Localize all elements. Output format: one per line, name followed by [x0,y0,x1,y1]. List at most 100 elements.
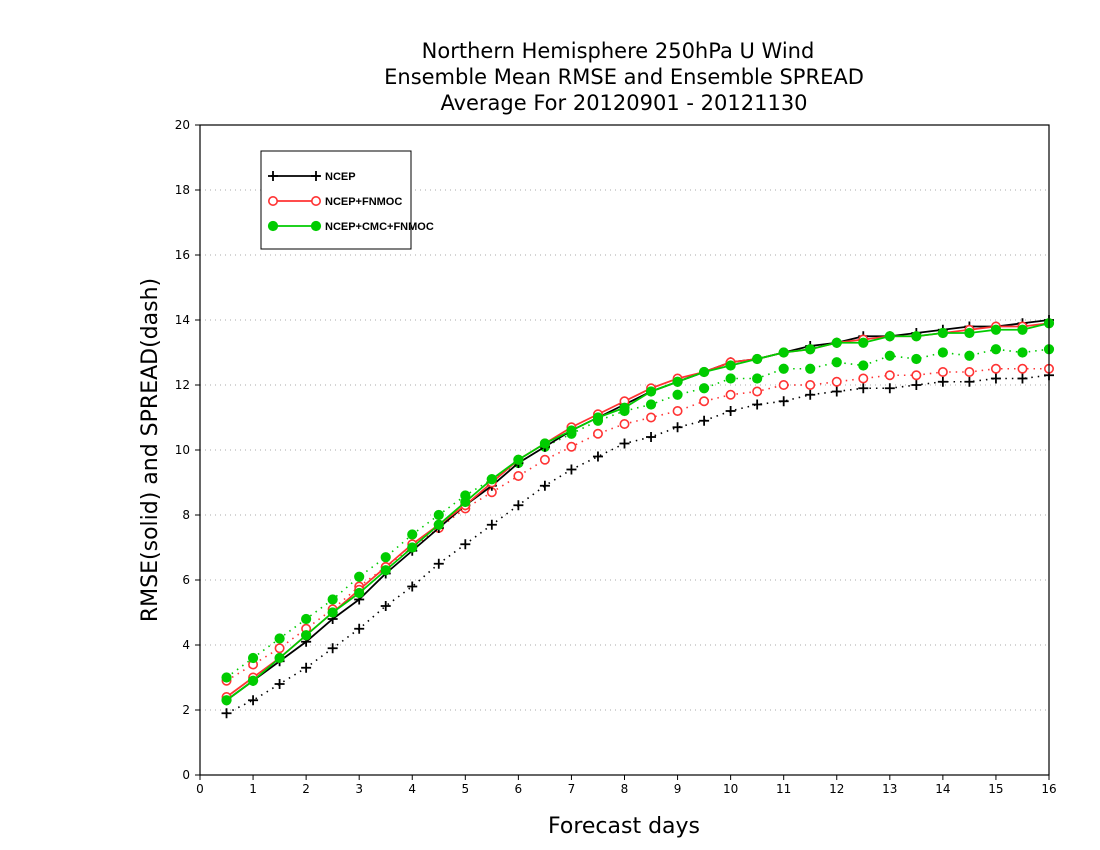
data-point [566,441,577,452]
data-point [221,695,232,706]
data-point [354,571,365,582]
data-point [990,324,1002,335]
data-point [1017,373,1028,384]
x-tick-label: 8 [621,782,629,796]
data-point [778,379,789,390]
series-line [226,348,1050,679]
x-axis-label: Forecast days [548,814,700,839]
series-line [226,367,1049,682]
data-point [911,380,922,390]
data-point [513,500,524,511]
data-point [619,418,630,429]
legend-label: NCEP [325,171,356,183]
data-point [301,630,312,641]
data-point [592,451,603,462]
data-point [805,344,816,355]
gridlines [200,189,1049,711]
y-tick-label: 20 [175,118,190,132]
data-point [911,331,922,342]
data-point [301,662,312,673]
data-point [805,389,816,400]
data-point [274,643,285,654]
x-tick-label: 12 [829,782,844,796]
data-point [354,587,365,599]
series-ncep-fnmoc-rmse [221,318,1055,702]
data-point [964,376,975,387]
data-point [831,376,842,387]
title-line-3: Average For 20120901 - 20121130 [440,91,807,115]
data-point [301,613,312,625]
data-point [699,396,710,407]
data-point [486,519,497,530]
data-point [884,370,895,381]
x-tick-label: 11 [776,782,791,796]
series-ncep-cmc-fnmoc-spread [221,344,1055,683]
data-point [248,695,259,706]
x-tick-label: 9 [674,782,682,796]
y-axis-ticks: 0 2 4 6 8 10 12 14 16 18 20 [175,118,200,782]
data-point [646,412,657,423]
chart-title: Northern Hemisphere 250hPa U Wind Ensemb… [384,39,864,115]
y-tick-label: 6 [182,573,190,587]
data-point [778,347,789,358]
x-tick-label: 0 [196,782,204,796]
data-point [672,405,683,416]
data-point [460,496,471,508]
data-point [354,623,365,634]
x-tick-label: 2 [302,782,310,796]
data-point [964,350,975,361]
data-point [247,652,259,664]
y-tick-label: 4 [182,638,190,652]
data-point [937,376,948,387]
data-point [380,552,391,563]
data-point [646,432,657,442]
data-point [884,331,895,342]
data-point [858,360,869,371]
x-tick-label: 1 [249,782,257,796]
data-point [486,474,497,485]
data-point [884,383,895,394]
data-point [937,347,948,358]
legend-label: NCEP+CMC+FNMOC [325,221,434,233]
data-point [592,428,603,439]
series-line [226,374,1050,714]
legend-marker [311,171,321,181]
y-tick-label: 10 [175,443,190,457]
data-point [380,601,391,611]
data-point [619,438,630,449]
y-axis-label: RMSE(solid) and SPREAD(dash) [138,278,163,622]
series-line [225,319,1050,701]
x-tick-label: 14 [935,782,950,796]
y-tick-label: 0 [182,768,190,782]
legend: NCEP NCEP+FNMOC NCEP+CMC+FNMOC [260,150,434,250]
x-axis-ticks: 0 1 2 3 4 5 6 7 8 9 10 11 12 13 14 15 16 [196,775,1057,796]
data-point [725,406,736,416]
data-point [858,373,869,384]
legend-marker [310,196,321,207]
data-point [725,373,736,384]
data-point [274,679,285,689]
x-tick-label: 5 [461,782,469,796]
data-point [752,373,763,384]
data-point [1017,363,1028,374]
data-point [752,386,763,397]
data-point [831,337,842,348]
x-tick-label: 4 [408,782,416,796]
data-point [778,396,789,407]
data-point [831,357,842,368]
series-line [225,322,1050,701]
series-ncep-cmc-fnmoc-rmse [221,318,1055,706]
data-point [645,399,657,410]
y-tick-label: 8 [182,508,190,522]
data-point [937,366,948,377]
data-point [327,594,338,605]
series-ncep-rmse [221,315,1054,706]
x-tick-label: 10 [723,782,738,796]
data-point [433,558,444,569]
data-point [911,353,922,365]
data-point [884,350,895,361]
data-point [407,581,418,592]
data-point [725,389,736,400]
data-point [566,425,577,436]
data-point [990,363,1001,374]
